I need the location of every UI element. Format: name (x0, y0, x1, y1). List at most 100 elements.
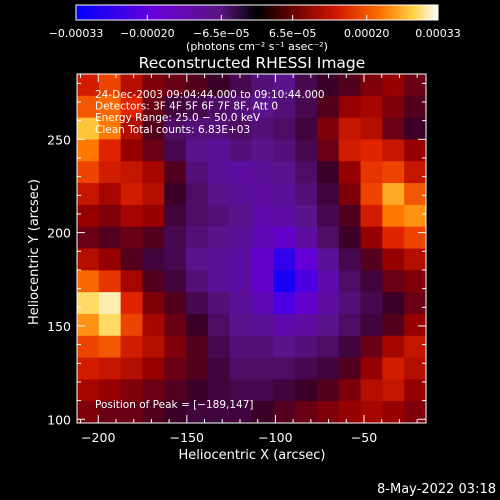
heatmap-cell (77, 401, 100, 423)
heatmap-cell (338, 292, 362, 315)
heatmap-cell (251, 139, 274, 162)
heatmap-cell (295, 379, 318, 402)
heatmap-cell (164, 139, 187, 162)
heatmap-cell (186, 183, 209, 206)
heatmap-cell (207, 270, 231, 293)
heatmap-cell (360, 357, 383, 380)
colorbar-tick-label: −0.00020 (120, 27, 175, 40)
heatmap-cell (229, 270, 253, 293)
heatmap-cell (295, 139, 318, 162)
heatmap-cell (382, 270, 405, 293)
colorbar-units-label: (photons cm⁻² s⁻¹ asec⁻²) (186, 40, 328, 53)
heatmap-cell (295, 401, 318, 423)
heatmap-cell (120, 248, 144, 271)
heatmap-cell (186, 248, 209, 271)
heatmap-cell (360, 401, 383, 423)
heatmap-cell (186, 357, 209, 380)
heatmap-cell (404, 357, 426, 380)
heatmap-cell (273, 313, 296, 337)
heatmap-cell (229, 139, 253, 162)
heatmap-cell (98, 226, 122, 250)
heatmap-cell (360, 226, 383, 250)
heatmap-cell (207, 357, 231, 380)
heatmap-cell (251, 270, 274, 293)
heatmap-image (77, 74, 426, 423)
heatmap-cell (382, 204, 405, 228)
plot-frame (76, 73, 427, 424)
heatmap-cell (382, 379, 405, 402)
heatmap-cell (316, 313, 340, 337)
heatmap-cell (404, 204, 426, 228)
heatmap-cell (120, 401, 144, 423)
heatmap-cell (382, 401, 405, 423)
heatmap-cell (77, 226, 100, 250)
heatmap-cell (273, 335, 296, 359)
heatmap-cell (382, 292, 405, 315)
heatmap-cell (120, 379, 144, 402)
heatmap-cell (142, 117, 165, 141)
heatmap-cell (186, 292, 209, 315)
heatmap-cell (273, 401, 296, 423)
image-annotations: 24-Dec-2003 09:04:44.000 to 09:10:44.000… (95, 89, 325, 411)
heatmap-cell (186, 226, 209, 250)
heatmap-cell (316, 139, 340, 162)
heatmap-cell (77, 183, 100, 206)
heatmap-cell (382, 74, 405, 97)
heatmap-cell (338, 248, 362, 271)
heatmap-cell (316, 401, 340, 423)
heatmap-cell (338, 204, 362, 228)
y-tick-label: 150 (47, 319, 71, 334)
heatmap-cell (120, 74, 144, 97)
heatmap-cell (404, 248, 426, 271)
heatmap-cell (77, 270, 100, 293)
heatmap-cell (316, 74, 340, 97)
heatmap-cell (229, 204, 253, 228)
colorbar-tick-label: −6.5e−05 (193, 27, 250, 40)
heatmap-cell (77, 161, 100, 184)
heatmap-cell (229, 313, 253, 337)
heatmap-cell (98, 270, 122, 293)
heatmap-cell (382, 335, 405, 359)
heatmap-cell (404, 74, 426, 97)
annotation-line: Clean Total counts: 6.83E+03 (95, 124, 250, 136)
heatmap-cell (164, 313, 187, 337)
heatmap-cell (229, 226, 253, 250)
heatmap-cell (360, 204, 383, 228)
heatmap-cell (229, 74, 253, 97)
heatmap-cell (120, 357, 144, 380)
heatmap-cell (207, 161, 231, 184)
heatmap-cell (142, 292, 165, 315)
heatmap-cell (186, 74, 209, 97)
heatmap-cell (120, 335, 144, 359)
heatmap-cell (404, 183, 426, 206)
heatmap-cell (404, 270, 426, 293)
heatmap-cell (186, 161, 209, 184)
heatmap-cell (98, 292, 122, 315)
heatmap-cell (316, 226, 340, 250)
heatmap-cell (77, 204, 100, 228)
colorbar-tick-label: 6.5e−05 (269, 27, 316, 40)
heatmap-cell (98, 357, 122, 380)
heatmap-cell (77, 335, 100, 359)
heatmap-cell (273, 117, 296, 141)
heatmap-cell (120, 313, 144, 337)
heatmap-cell (186, 379, 209, 402)
heatmap-cell (164, 292, 187, 315)
colorbar-tick-label: 0.00020 (344, 27, 390, 40)
heatmap-cell (186, 401, 209, 423)
plot-timestamp: 8-May-2022 03:18 (377, 482, 496, 497)
x-axis-label: Heliocentric X (arcsec) (179, 448, 326, 463)
heatmap-cell (229, 95, 253, 119)
heatmap-cell (164, 379, 187, 402)
heatmap-cell (273, 226, 296, 250)
annotation-line: Detectors: 3F 4F 5F 6F 7F 8F, Att 0 (95, 101, 278, 113)
heatmap-cell (316, 117, 340, 141)
heatmap-cell (207, 183, 231, 206)
heatmap-cell (382, 357, 405, 380)
heatmap-cell (360, 117, 383, 141)
heatmap-cell (98, 401, 122, 423)
heatmap-cell (207, 139, 231, 162)
heatmap-cell (186, 139, 209, 162)
heatmap-cell (251, 357, 274, 380)
